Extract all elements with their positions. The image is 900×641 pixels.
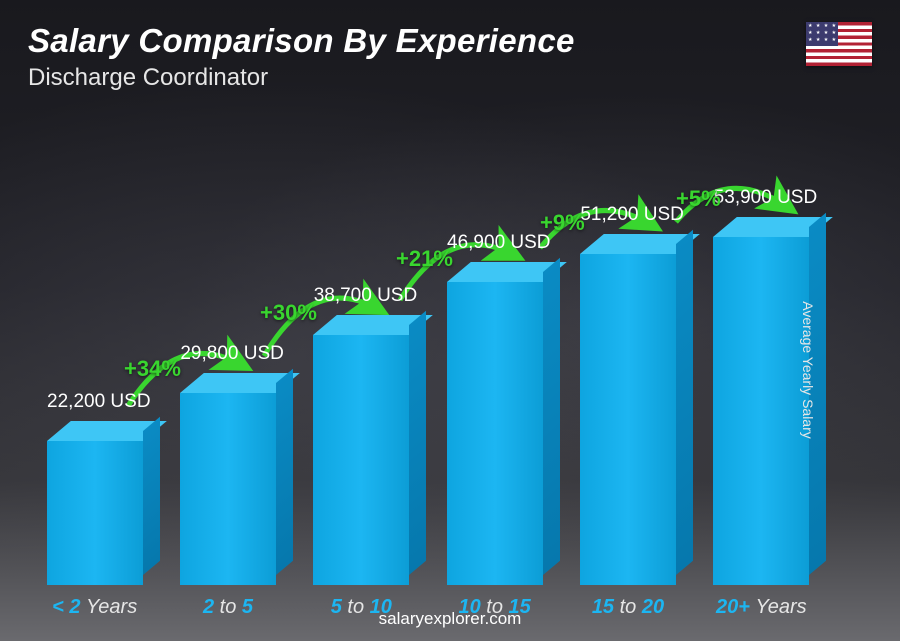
growth-pct-0: +34% (124, 356, 181, 382)
bar-front (447, 282, 543, 585)
bar-1: 29,800 USD (161, 393, 294, 585)
bar-value-label: 29,800 USD (180, 343, 284, 365)
bar-3: 46,900 USD (428, 282, 561, 585)
y-axis-label: Average Yearly Salary (799, 301, 815, 439)
bar-value-label: 51,200 USD (580, 204, 684, 226)
bar-3d (447, 282, 543, 585)
bar-value-label: 46,900 USD (447, 232, 551, 254)
bar-2: 38,700 USD (295, 335, 428, 585)
bar-front (180, 393, 276, 585)
growth-pct-3: +9% (540, 210, 585, 236)
bar-4: 51,200 USD (561, 254, 694, 585)
bar-value-label: 38,700 USD (314, 285, 418, 307)
bar-front (713, 237, 809, 585)
bar-3d (580, 254, 676, 585)
header: Salary Comparison By Experience Discharg… (28, 22, 872, 92)
bar-value-label: 22,200 USD (47, 391, 151, 413)
bar-front (47, 441, 143, 585)
bar-front (580, 254, 676, 585)
growth-pct-2: +21% (396, 246, 453, 272)
bar-0: 22,200 USD (28, 441, 161, 585)
bar-side-face (676, 230, 693, 575)
bar-3d (180, 393, 276, 585)
growth-pct-4: +5% (676, 186, 721, 212)
bar-3d (47, 441, 143, 585)
bar-3d (313, 335, 409, 585)
bar-side-face (543, 258, 560, 575)
bar-3d (713, 237, 809, 585)
chart-title: Salary Comparison By Experience (28, 22, 872, 60)
bar-side-face (276, 369, 293, 575)
bar-front (313, 335, 409, 585)
growth-pct-1: +30% (260, 300, 317, 326)
chart-subtitle: Discharge Coordinator (28, 64, 872, 92)
chart-area: 22,200 USD29,800 USD38,700 USD46,900 USD… (28, 112, 872, 627)
bar-side-face (143, 417, 160, 575)
bar-value-label: 53,900 USD (714, 187, 818, 209)
bar-side-face (409, 311, 426, 575)
footer-attribution: salaryexplorer.com (0, 609, 900, 629)
chart-container: Salary Comparison By Experience Discharg… (0, 0, 900, 641)
